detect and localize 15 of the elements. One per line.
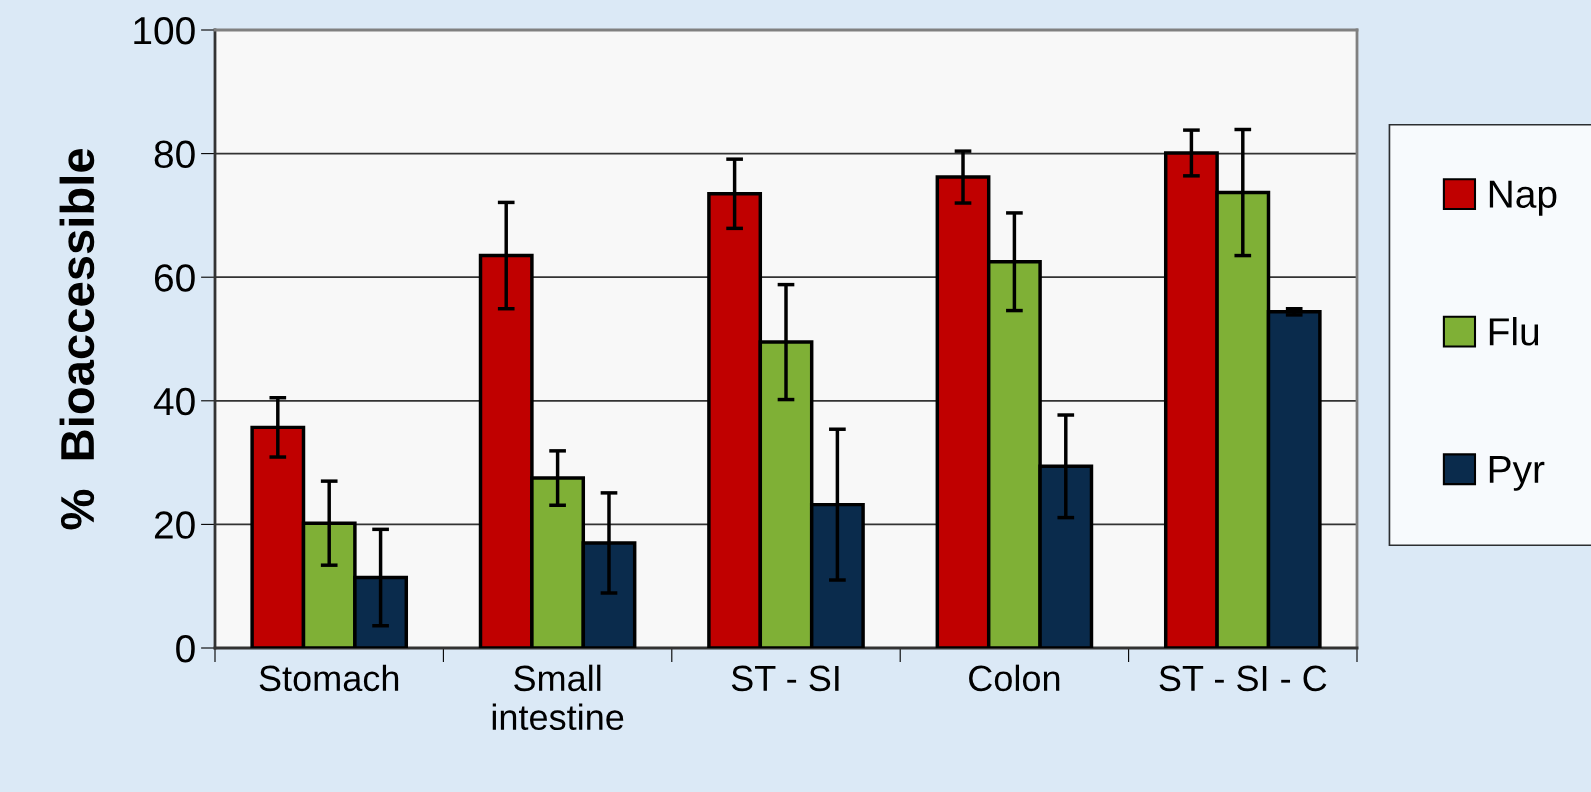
y-tick-label: 20: [154, 511, 195, 539]
y-tick-label: 40: [153, 387, 195, 416]
legend-label: Nap: [1489, 180, 1557, 216]
y-axis-title: % Bioaccessible: [59, 148, 95, 530]
y-tick-label: 80: [154, 140, 195, 169]
x-tick-label: Colon: [969, 664, 1060, 692]
x-tick-label: Stomach: [259, 664, 399, 692]
x-tick-label: ST - SI: [731, 665, 839, 692]
x-tick-label: Small intestine: [492, 664, 624, 731]
x-tick-label: ST - SI - C: [1159, 665, 1327, 692]
y-tick-label: 100: [134, 16, 195, 45]
y-tick-label: 0: [176, 634, 195, 663]
legend-label: Pyr: [1489, 455, 1545, 491]
legend-label: Flu: [1489, 316, 1539, 346]
y-tick-label: 60: [154, 264, 195, 292]
